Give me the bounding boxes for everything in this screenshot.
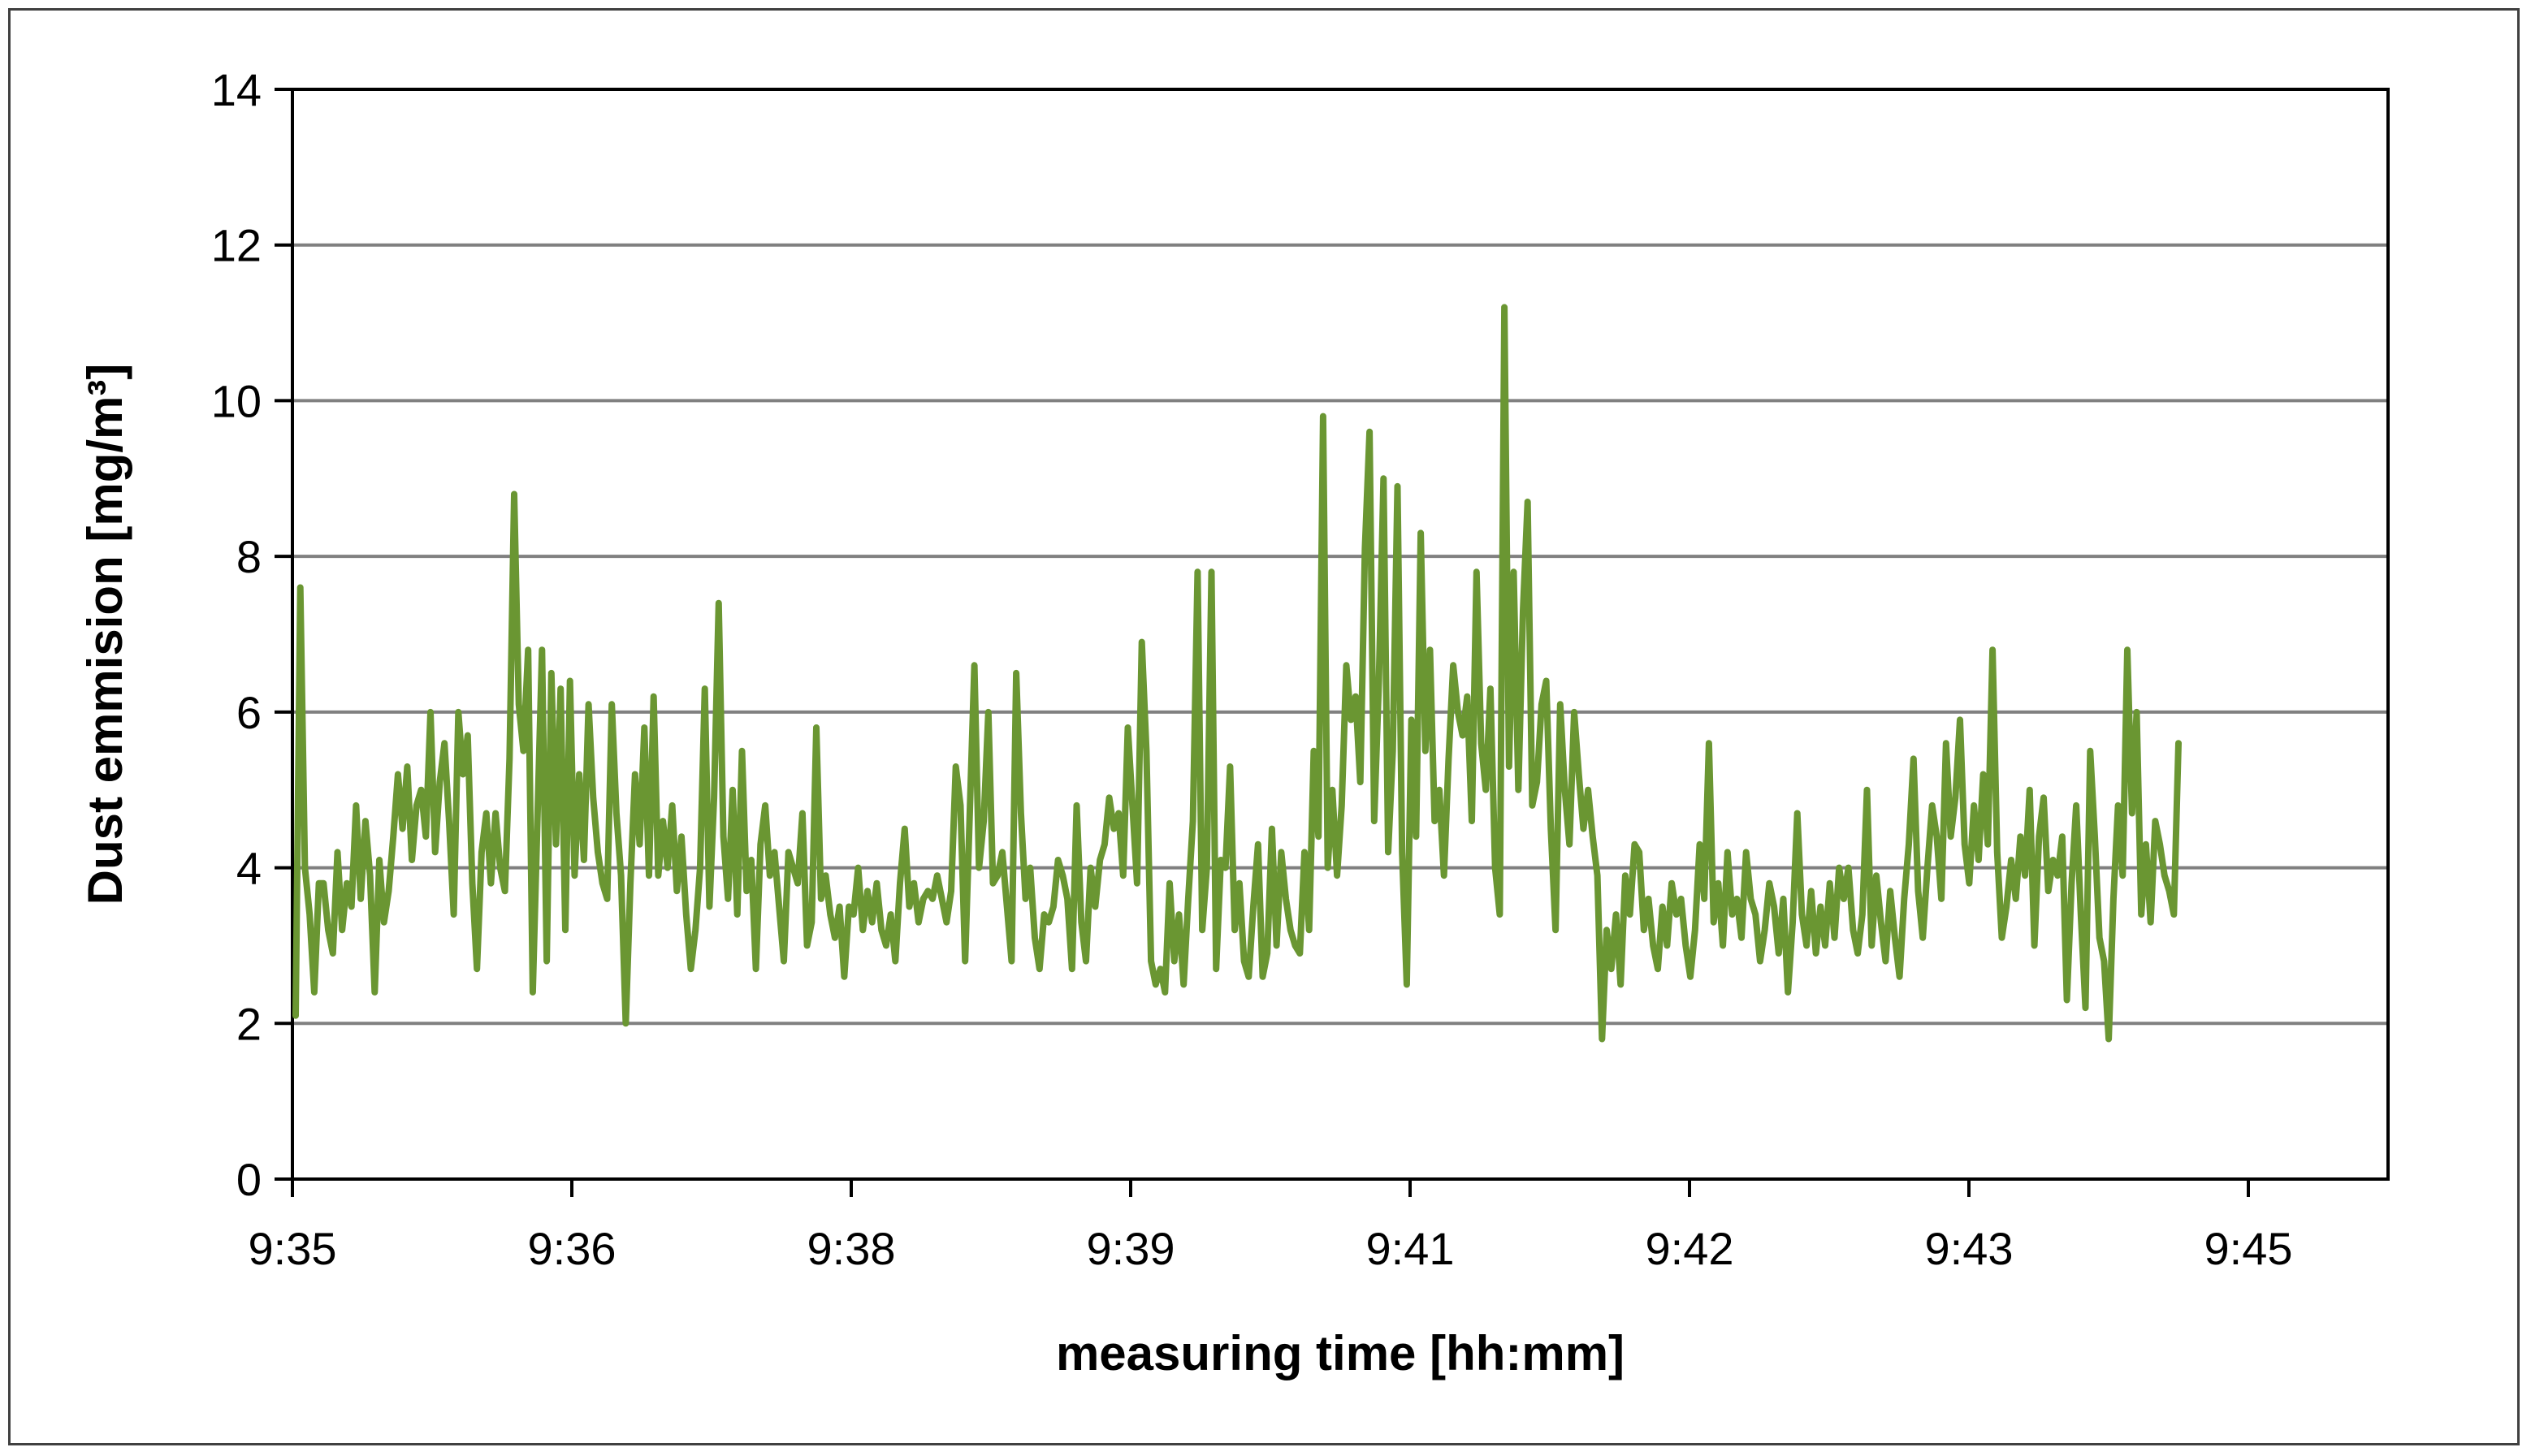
y-tick-label: 2 — [236, 998, 262, 1049]
y-tick-label: 14 — [211, 64, 262, 115]
y-tick-label: 0 — [236, 1154, 262, 1205]
x-tick-label: 9:42 — [1646, 1223, 1734, 1274]
y-axis-ticks: 0 2 4 6 8 10 12 14 — [211, 64, 292, 1205]
x-tick-label: 9:43 — [1925, 1223, 2014, 1274]
x-tick-label: 9:36 — [528, 1223, 617, 1274]
x-tick-label: 9:39 — [1087, 1223, 1175, 1274]
x-tick-label: 9:35 — [249, 1223, 337, 1274]
x-axis-title: measuring time [hh:mm] — [1056, 1326, 1625, 1380]
plot-area — [291, 88, 2390, 1181]
x-tick-label: 9:41 — [1366, 1223, 1455, 1274]
y-axis-title: Dust emmision [mg/m³] — [78, 364, 132, 905]
x-tick-label: 9:38 — [807, 1223, 896, 1274]
y-tick-label: 8 — [236, 531, 262, 582]
x-tick-label: 9:45 — [2204, 1223, 2293, 1274]
y-tick-label: 10 — [211, 375, 262, 426]
series-line — [292, 304, 2182, 1043]
y-tick-label: 4 — [236, 843, 262, 894]
x-axis-ticks: 9:35 9:36 9:38 9:39 9:41 9:42 9:43 9:45 — [249, 1179, 2293, 1274]
y-tick-label: 12 — [211, 220, 262, 271]
y-tick-label: 6 — [236, 687, 262, 738]
